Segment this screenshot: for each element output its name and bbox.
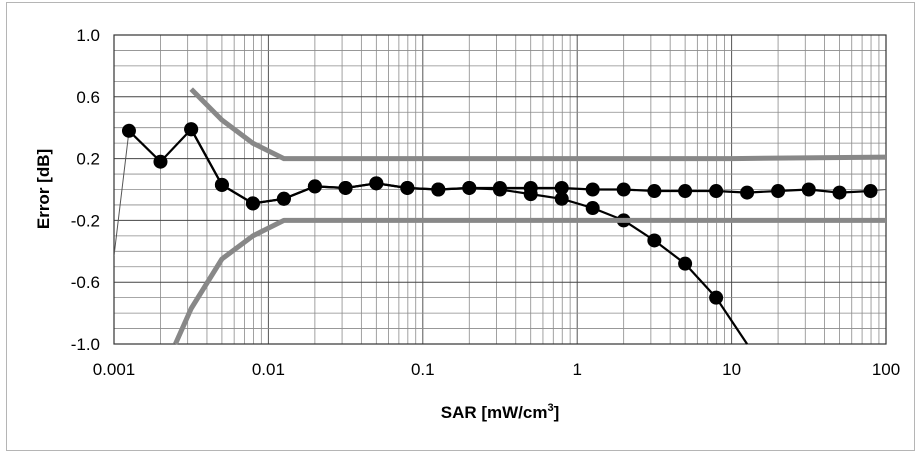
data-point: [184, 122, 199, 137]
data-point: [554, 191, 569, 206]
y-tick-label: -0.2: [71, 211, 100, 230]
data-point: [431, 182, 446, 197]
x-axis-title-main: SAR [mW/cm: [441, 403, 548, 422]
data-point: [523, 187, 538, 202]
data-point: [121, 123, 136, 138]
data-point: [585, 182, 600, 197]
y-tick-label: 0.2: [76, 150, 100, 169]
series-layer: [114, 87, 887, 346]
tick-labels: 1.0 0.6 0.2 -0.2 -0.6 -1.0 0.001 0.01 0.1 1 10 100: [71, 26, 900, 379]
data-point: [678, 184, 693, 199]
data-point: [554, 180, 569, 195]
x-tick-label: 0.01: [252, 360, 285, 379]
data-point: [492, 182, 507, 197]
x-tick-label: 1: [572, 360, 581, 379]
x-axis-title-end: ]: [554, 403, 560, 422]
data-point: [369, 176, 384, 191]
y-tick-label: -1.0: [71, 335, 100, 354]
data-point: [832, 185, 847, 200]
y-tick-label: 0.6: [76, 88, 100, 107]
x-tick-label: 0.001: [93, 360, 136, 379]
data-point: [678, 256, 693, 271]
tolerance-line-3: [189, 87, 887, 162]
data-point: [647, 233, 662, 248]
data-point: [647, 184, 662, 199]
y-tick-label: -0.6: [71, 273, 100, 292]
data-point: [462, 180, 477, 195]
data-point: [307, 179, 322, 194]
data-point: [616, 182, 631, 197]
data-point: [801, 182, 816, 197]
data-point: [245, 196, 260, 211]
data-point: [709, 184, 724, 199]
data-point: [338, 180, 353, 195]
data-point: [400, 180, 415, 195]
x-tick-label: 0.1: [411, 360, 435, 379]
tolerance-line-4: [173, 217, 886, 346]
x-axis-title: SAR [mW/cm3]: [441, 402, 560, 422]
data-point: [153, 154, 168, 169]
x-tick-label: 10: [722, 360, 741, 379]
data-point: [771, 184, 786, 199]
data-point: [585, 201, 600, 216]
data-point: [214, 177, 229, 192]
data-point: [276, 191, 291, 206]
x-axis-title-sup: 3: [547, 402, 553, 414]
chart-frame: [6, 2, 915, 451]
y-tick-label: 1.0: [76, 26, 100, 45]
data-point: [709, 290, 724, 305]
y-axis-title: Error [dB]: [34, 149, 53, 229]
x-tick-label: 100: [872, 360, 900, 379]
data-point: [740, 185, 755, 200]
data-point: [863, 184, 878, 199]
